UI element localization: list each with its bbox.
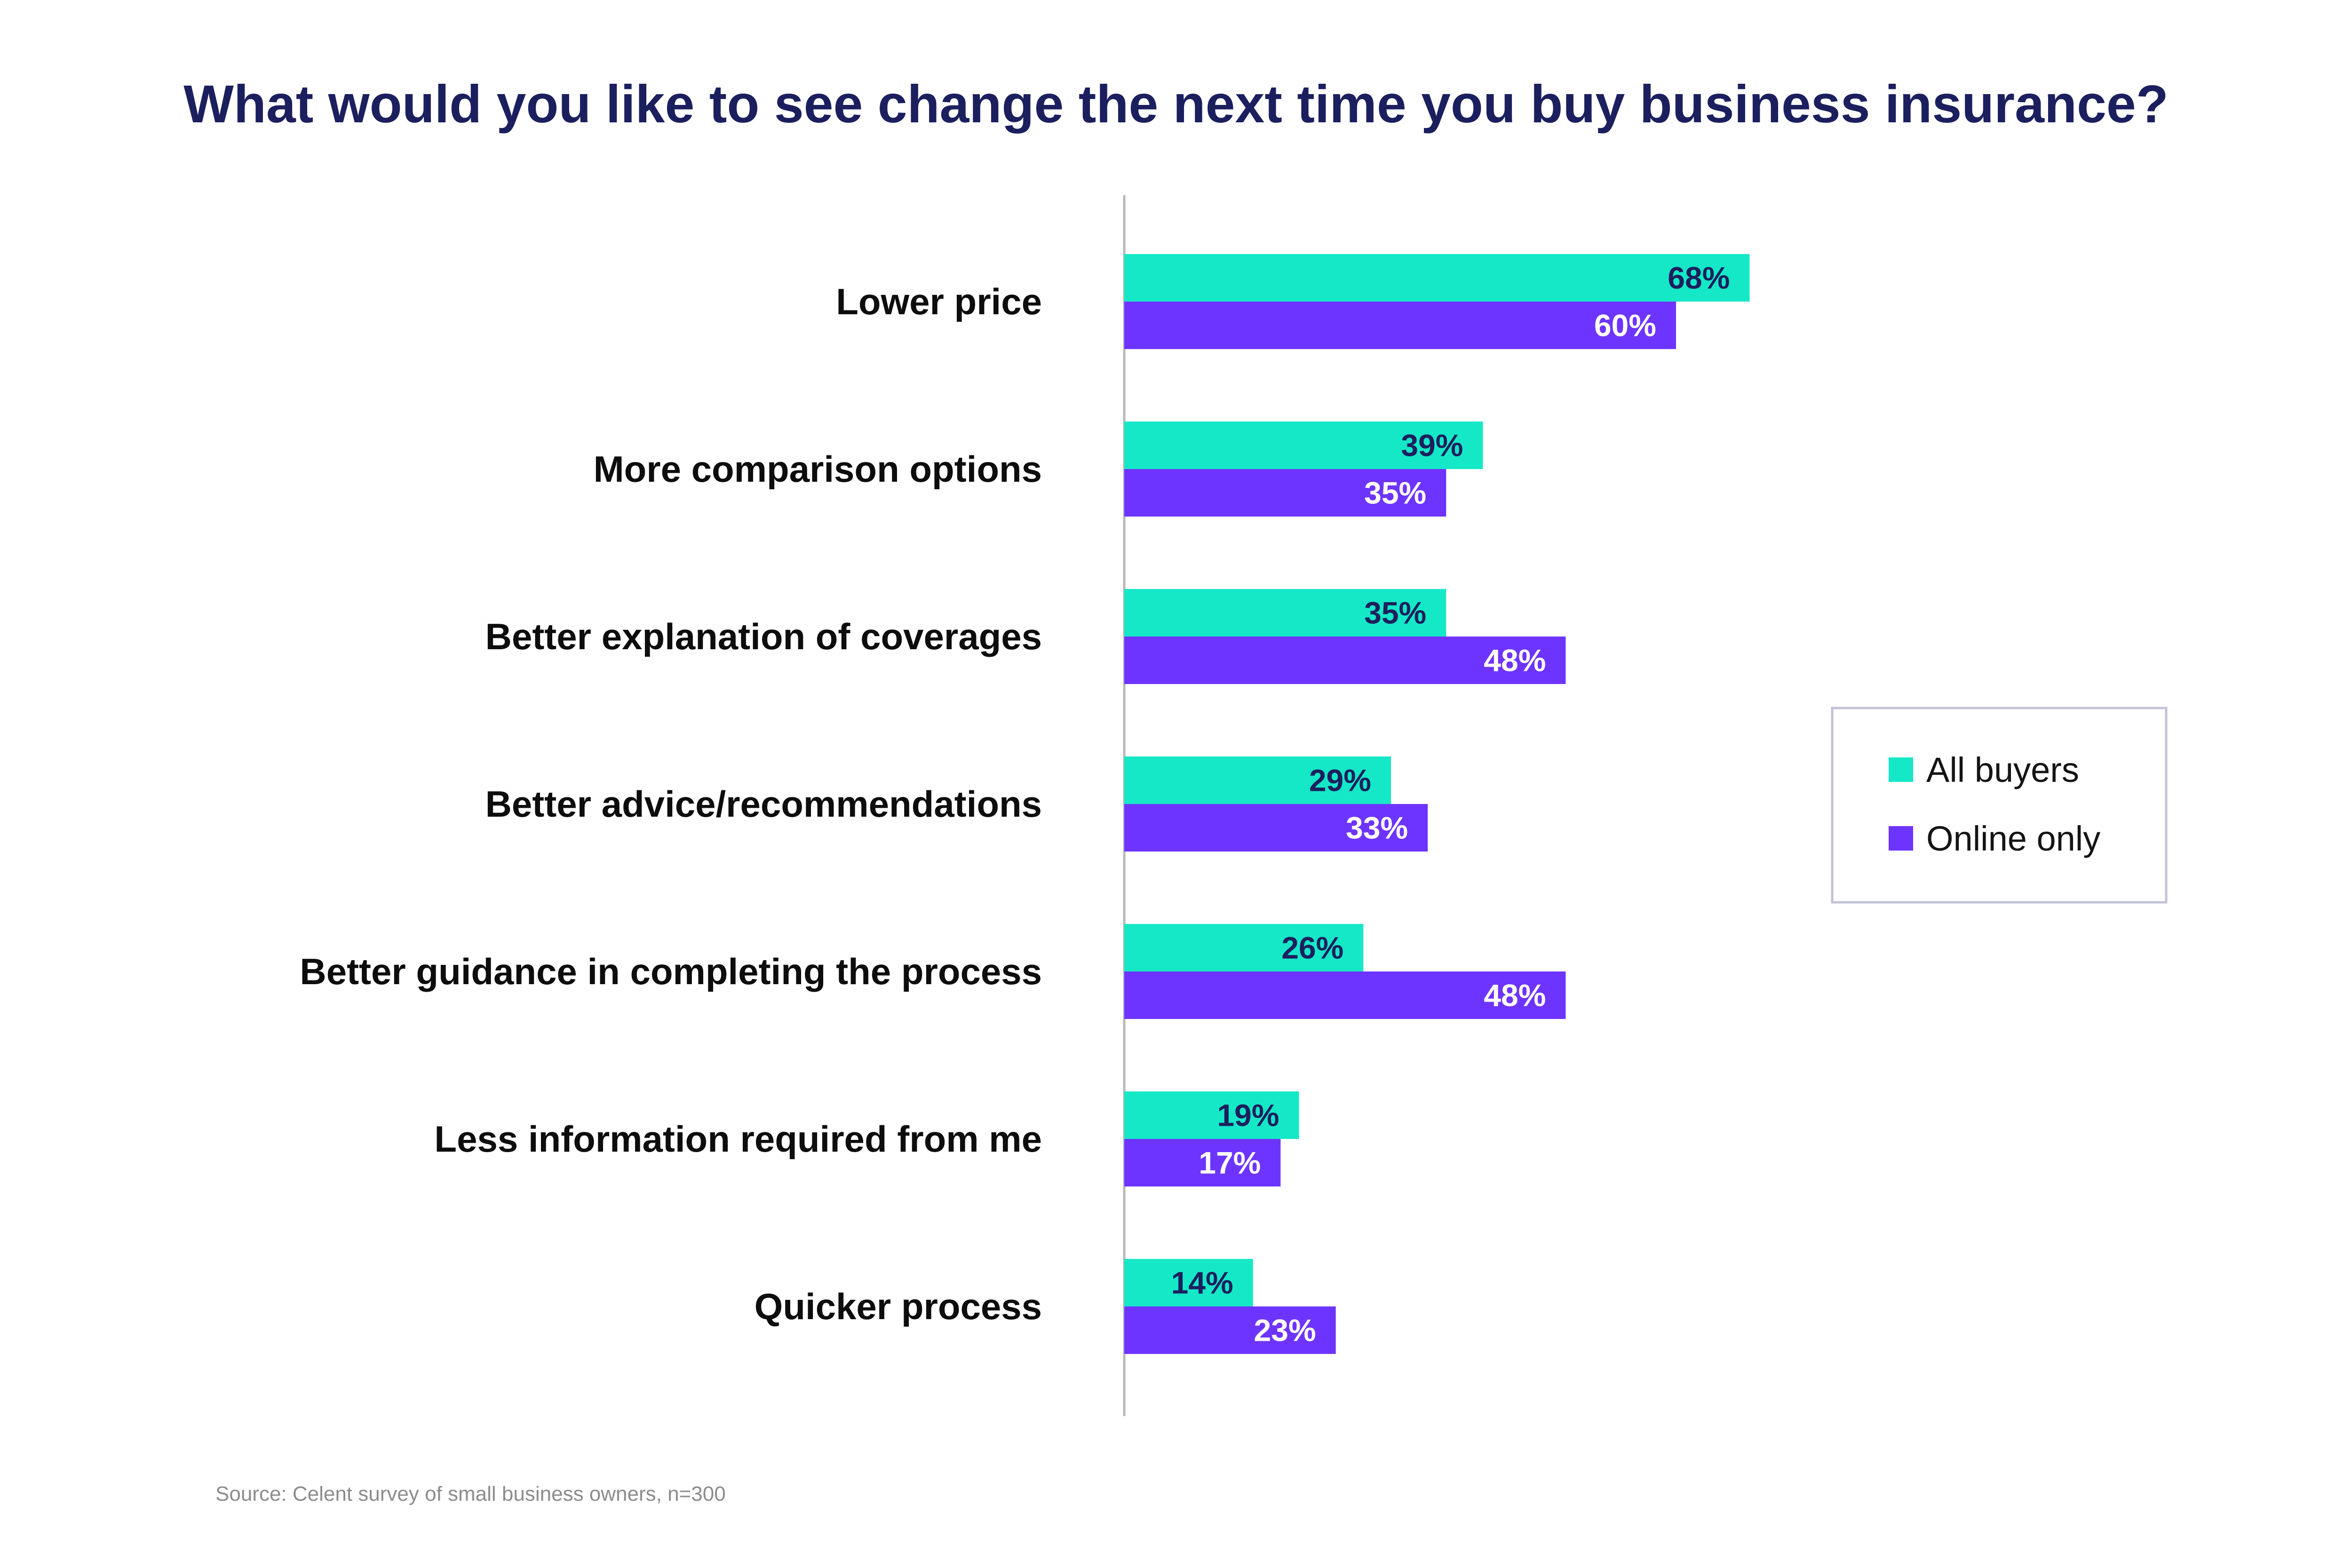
bar-online-only	[1124, 637, 1566, 684]
value-label-all-buyers: 35%	[1364, 596, 1426, 630]
bar-online-only	[1124, 1306, 1336, 1354]
bar-online-only	[1124, 971, 1566, 1019]
value-label-online-only: 17%	[1199, 1146, 1261, 1180]
bar-all-buyers	[1124, 1259, 1253, 1306]
value-label-online-only: 48%	[1484, 643, 1546, 678]
category-label: Lower price	[836, 281, 1042, 322]
bar-online-only	[1124, 302, 1676, 349]
category-label: Less information required from me	[434, 1118, 1042, 1160]
category-label: More comparison options	[594, 448, 1042, 490]
value-label-all-buyers: 29%	[1309, 763, 1371, 798]
source-note: Source: Celent survey of small business …	[215, 1482, 726, 1505]
value-label-all-buyers: 68%	[1668, 261, 1730, 295]
category-label: Better guidance in completing the proces…	[300, 951, 1042, 992]
category-label: Quicker process	[755, 1286, 1042, 1327]
legend-swatch-all-buyers	[1889, 757, 1913, 782]
bar-online-only	[1124, 1139, 1281, 1186]
value-label-online-only: 48%	[1484, 978, 1546, 1013]
bar-all-buyers	[1124, 254, 1750, 302]
value-label-all-buyers: 39%	[1401, 428, 1463, 463]
bar-all-buyers	[1124, 756, 1391, 804]
legend-box	[1831, 707, 2168, 904]
bar-all-buyers	[1124, 924, 1364, 971]
value-label-all-buyers: 19%	[1217, 1098, 1279, 1133]
legend: All buyers Online only	[1831, 707, 2168, 904]
bar-online-only	[1124, 804, 1428, 852]
legend-swatch-online-only	[1889, 826, 1913, 851]
bar-online-only	[1124, 469, 1446, 517]
value-label-online-only: 60%	[1594, 308, 1656, 343]
bar-all-buyers	[1124, 589, 1446, 637]
bar-all-buyers	[1124, 1091, 1299, 1139]
bars-layer	[1124, 254, 1750, 1354]
value-label-online-only: 35%	[1364, 476, 1426, 510]
category-label: Better advice/recommendations	[485, 783, 1042, 825]
category-label: Better explanation of coverages	[485, 616, 1042, 657]
bar-all-buyers	[1124, 422, 1483, 469]
legend-label-online-only: Online only	[1926, 819, 2100, 858]
value-label-online-only: 33%	[1346, 811, 1408, 845]
chart-title: What would you like to see change the ne…	[183, 74, 2169, 134]
value-label-all-buyers: 14%	[1171, 1266, 1233, 1300]
value-label-online-only: 23%	[1254, 1313, 1316, 1348]
legend-label-all-buyers: All buyers	[1926, 750, 2079, 789]
category-labels: Lower price More comparison options Better…	[300, 281, 1042, 1327]
value-labels: 68% 60% 39% 35% 35% 48% 29% 33% 26% 48% 19% 17% 14% 2…	[1171, 261, 1730, 1348]
value-label-all-buyers: 26%	[1281, 931, 1343, 965]
